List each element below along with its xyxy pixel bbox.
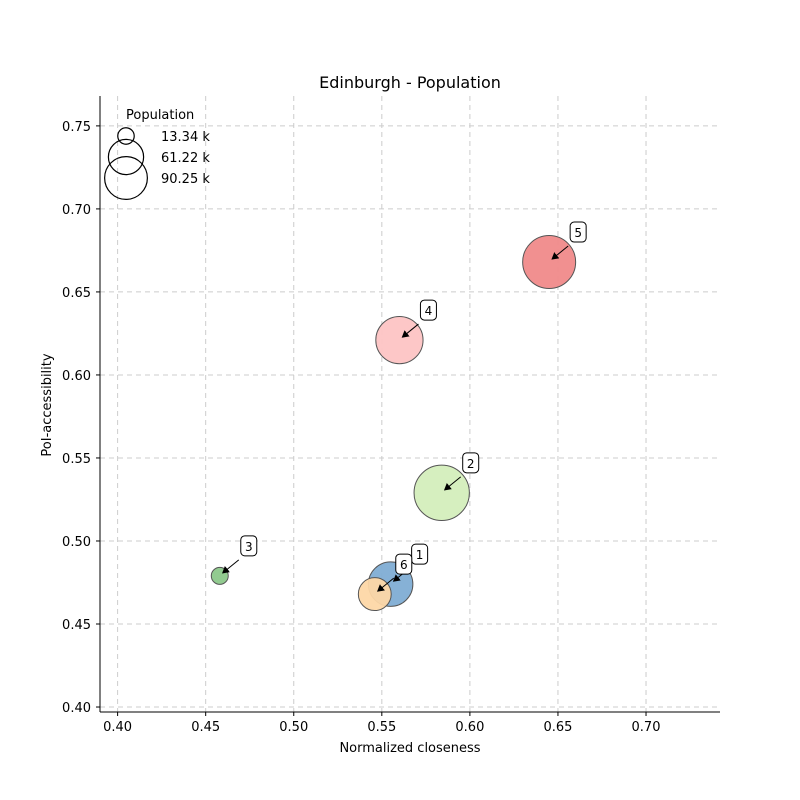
y-axis-title: PoI-accessibility bbox=[40, 353, 55, 456]
annotation-box-3 bbox=[240, 535, 258, 557]
annotation-label-2: 2 bbox=[467, 457, 475, 471]
data-point-2 bbox=[413, 464, 470, 521]
axes: 0.40 0.45 0.50 0.55 0.60 0.65 0.70 0.40 0.45 0.50… bbox=[62, 96, 720, 735]
x-tick-label: 0.50 bbox=[279, 720, 308, 735]
chart-title: Edinburgh - Population bbox=[319, 73, 501, 92]
annotation-box-2 bbox=[462, 452, 480, 474]
x-tick-label: 0.65 bbox=[543, 720, 572, 735]
annotation-label-5: 5 bbox=[574, 226, 582, 240]
grid-lines bbox=[100, 96, 720, 712]
data-point-4 bbox=[375, 315, 424, 365]
annotation-arrow-4 bbox=[401, 323, 419, 338]
annotation-box-1 bbox=[411, 543, 429, 565]
annotation-arrow-5 bbox=[551, 245, 569, 260]
annotation-arrow-6 bbox=[376, 577, 395, 592]
legend: Population 13.34 k 61.22 k 90.25 k bbox=[104, 108, 210, 200]
annotation-label-6: 6 bbox=[400, 558, 408, 572]
y-tick-label: 0.60 bbox=[62, 369, 91, 384]
y-tick-label: 0.45 bbox=[62, 618, 91, 633]
x-tick-label: 0.60 bbox=[455, 720, 484, 735]
x-tick-label: 0.70 bbox=[632, 720, 661, 735]
data-point-5 bbox=[522, 235, 577, 290]
annotation-arrow-2 bbox=[443, 476, 462, 491]
x-axis-title: Normalized closeness bbox=[339, 741, 480, 756]
legend-marker bbox=[107, 138, 145, 176]
annotation-box-4 bbox=[419, 299, 437, 321]
legend-marker bbox=[117, 127, 135, 145]
annotation-label-3: 3 bbox=[245, 540, 253, 554]
y-tick-label: 0.75 bbox=[62, 120, 91, 135]
y-tick-label: 0.50 bbox=[62, 535, 91, 550]
annotation-box-6 bbox=[395, 553, 413, 575]
x-tick-label: 0.45 bbox=[191, 720, 220, 735]
annotations: 1 2 3 4 5 6 bbox=[221, 221, 587, 592]
legend-marker bbox=[104, 156, 148, 200]
data-point-6 bbox=[357, 577, 392, 612]
annotation-box-5 bbox=[569, 221, 587, 243]
legend-entry-label: 90.25 k bbox=[161, 172, 210, 187]
legend-entry-label: 13.34 k bbox=[161, 130, 210, 145]
y-tick-label: 0.55 bbox=[62, 452, 91, 467]
annotation-label-1: 1 bbox=[416, 548, 424, 562]
y-tick-label: 0.65 bbox=[62, 286, 91, 301]
annotation-label-4: 4 bbox=[425, 304, 433, 318]
x-tick-label: 0.40 bbox=[103, 720, 132, 735]
annotation-arrow-3 bbox=[221, 559, 240, 574]
y-tick-label: 0.70 bbox=[62, 203, 91, 218]
y-tick-label: 0.40 bbox=[62, 701, 91, 716]
x-tick-label: 0.55 bbox=[367, 720, 396, 735]
legend-title: Population bbox=[126, 108, 194, 123]
legend-entry-label: 61.22 k bbox=[161, 151, 210, 166]
